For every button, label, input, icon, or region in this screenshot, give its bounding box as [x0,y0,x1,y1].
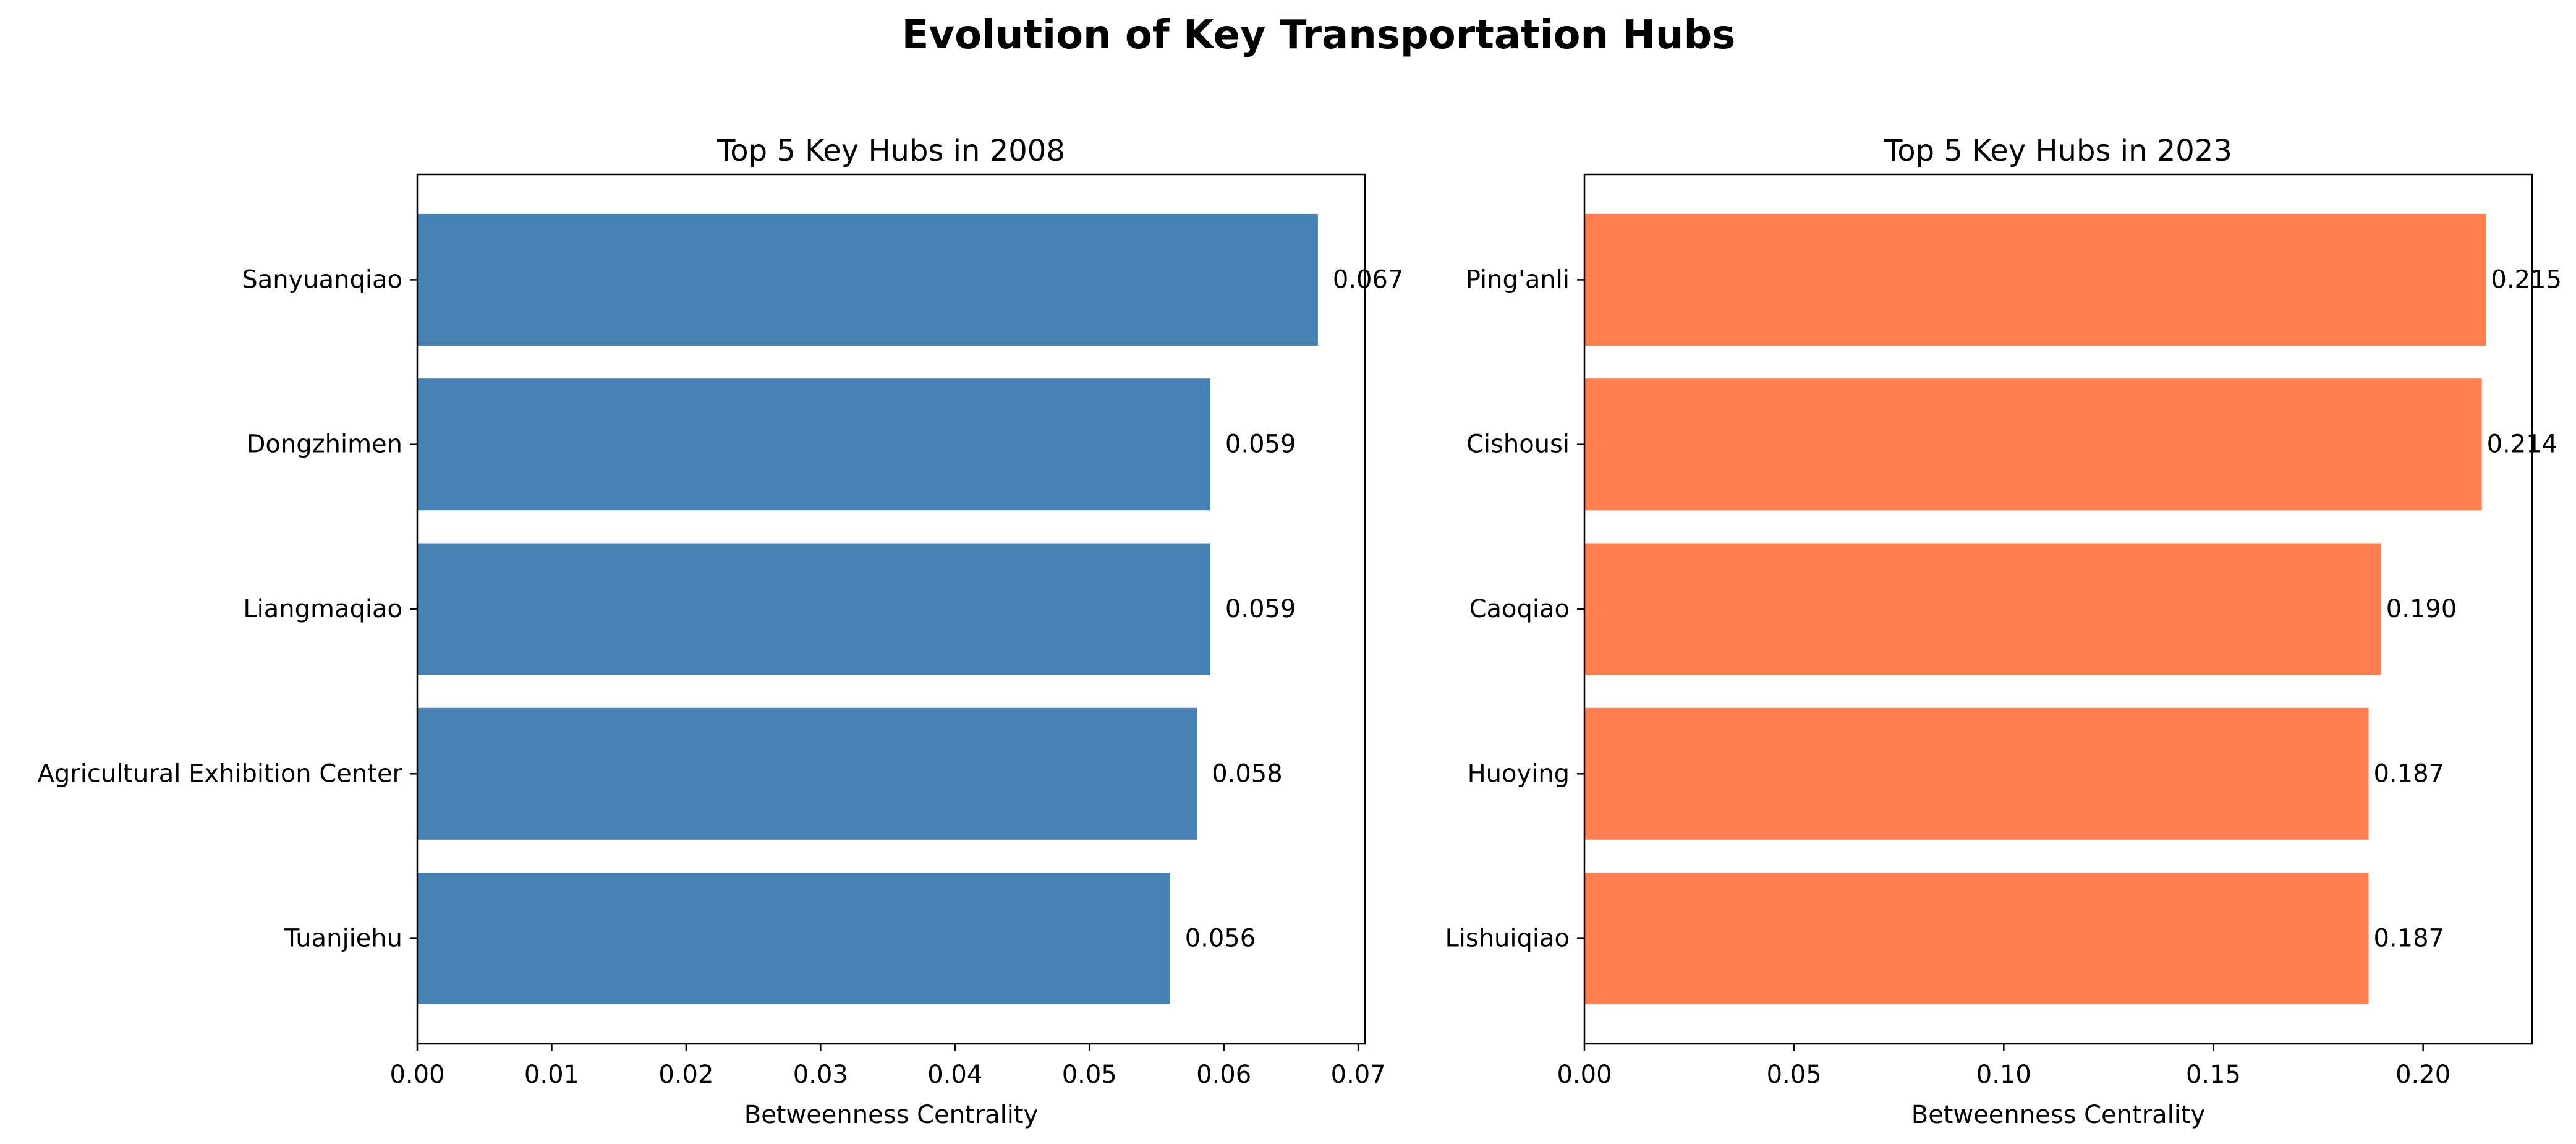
x-tick-label: 0.00 [389,1061,444,1089]
bar-value-label: 0.056 [1185,924,1256,953]
bar-value-label: 0.187 [2373,924,2444,953]
bar-value-label: 0.187 [2373,759,2444,788]
chart-panel-2008: Top 5 Key Hubs in 2008 Sanyuanqiao Dongzhi… [38,134,1404,1129]
x-tick-label: 0.01 [524,1061,579,1089]
x-tick-label: 0.10 [1976,1061,2031,1089]
figure-title: Evolution of Key Transportation Hubs [902,12,1736,58]
x-tick-label: 0.03 [793,1061,848,1089]
x-tick-label: 0.07 [1331,1061,1386,1089]
x-tick-label: 0.20 [2395,1061,2451,1089]
bar [1584,873,2369,1005]
bar [417,543,1210,675]
bar [1584,543,2381,675]
y-tick-label: Sanyuanqiao [242,265,402,294]
y-tick-label: Huoying [1468,759,1570,788]
bar-value-label: 0.059 [1225,430,1296,459]
panel-title: Top 5 Key Hubs in 2008 [716,134,1065,168]
bar [417,873,1170,1005]
x-tick-label: 0.05 [1062,1061,1117,1089]
x-tick-label: 0.06 [1196,1061,1251,1089]
bar-value-label: 0.214 [2487,430,2558,459]
bar-value-label: 0.190 [2386,595,2457,623]
y-tick-label: Lishuiqiao [1445,924,1570,953]
x-axis-label: Betweenness Centrality [1911,1101,2206,1129]
bar [417,378,1210,511]
y-tick-label: Caoqiao [1469,595,1570,623]
x-tick-label: 0.00 [1557,1061,1612,1089]
y-tick-label: Tuanjiehu [284,924,402,953]
y-tick-label: Liangmaqiao [243,595,402,623]
y-tick-label: Ping'anli [1466,265,1570,294]
x-tick-label: 0.15 [2186,1061,2241,1089]
bar [1584,378,2482,511]
x-tick-label: 0.02 [658,1061,713,1089]
y-tick-label: Agricultural Exhibition Center [38,759,403,788]
y-tick-label: Dongzhimen [247,430,402,459]
x-axis-label: Betweenness Centrality [744,1101,1039,1129]
bar [1584,213,2486,346]
y-tick-label: Cishousi [1466,430,1570,459]
bar [1584,707,2369,840]
x-tick-label: 0.05 [1767,1061,1822,1089]
bar-value-label: 0.059 [1225,595,1296,623]
bar-value-label: 0.215 [2491,265,2562,294]
panel-title: Top 5 Key Hubs in 2023 [1884,134,2232,168]
bar [417,707,1197,840]
bar [417,213,1318,346]
bar-value-label: 0.058 [1212,759,1283,788]
chart-panel-2023: Top 5 Key Hubs in 2023 Ping'anli Cishousi C… [1445,134,2561,1129]
x-tick-label: 0.04 [927,1061,982,1089]
bar-value-label: 0.067 [1333,265,1404,294]
